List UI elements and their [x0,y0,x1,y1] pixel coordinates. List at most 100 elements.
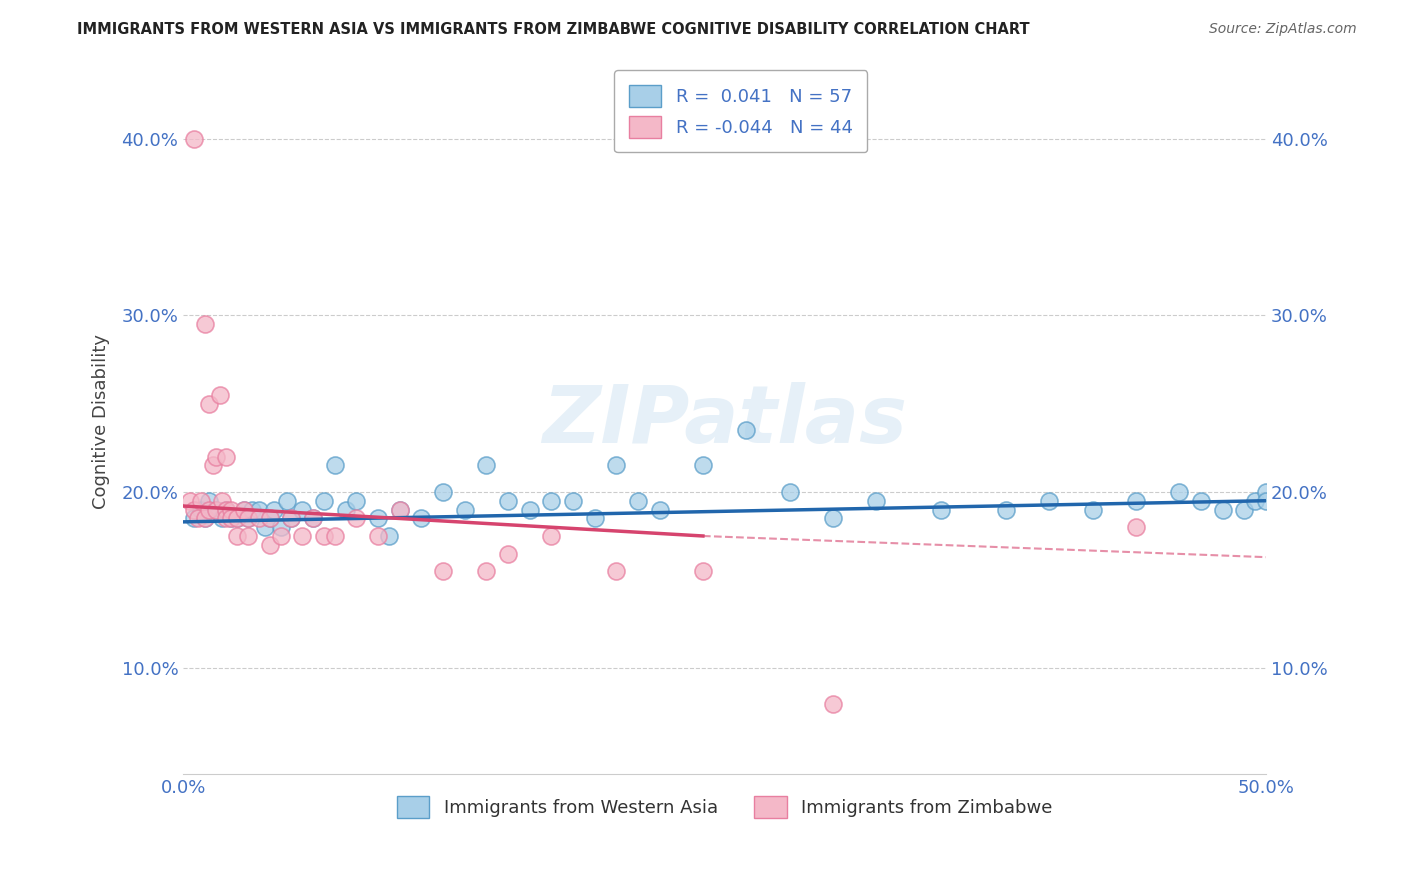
Point [605,564,627,578]
Point [302,511,325,525]
Point [263,502,285,516]
Point [1125,520,1147,534]
Point [202,458,225,473]
Point [1038,493,1060,508]
Point [475,564,498,578]
Point [388,502,411,516]
Text: IMMIGRANTS FROM WESTERN ASIA VS IMMIGRANTS FROM ZIMBABWE COGNITIVE DISABILITY CO: IMMIGRANTS FROM WESTERN ASIA VS IMMIGRAN… [77,22,1031,37]
Point [183,132,205,146]
Point [496,493,519,508]
Point [280,511,302,525]
Point [335,502,357,516]
Point [692,564,714,578]
Point [519,502,541,516]
Point [204,502,226,516]
Point [198,397,221,411]
Point [323,529,346,543]
Point [215,502,238,516]
Point [735,423,758,437]
Point [346,493,368,508]
Point [367,529,389,543]
Point [648,502,671,516]
Point [627,493,650,508]
Point [194,511,217,525]
Point [411,511,433,525]
Point [270,529,292,543]
Point [388,502,411,516]
Point [236,511,259,525]
Point [346,511,368,525]
Point [183,511,205,525]
Point [1244,493,1267,508]
Point [198,493,221,508]
Point [179,493,201,508]
Point [270,520,292,534]
Point [291,502,314,516]
Point [1254,484,1277,499]
Point [254,520,277,534]
Point [190,502,212,516]
Text: Source: ZipAtlas.com: Source: ZipAtlas.com [1209,22,1357,37]
Point [190,493,212,508]
Point [219,511,242,525]
Point [194,511,217,525]
Point [215,450,238,464]
Point [583,511,606,525]
Point [779,484,801,499]
Point [194,318,217,332]
Point [605,458,627,473]
Point [323,458,346,473]
Point [204,450,226,464]
Point [1081,502,1104,516]
Point [378,529,401,543]
Point [312,529,335,543]
Point [692,458,714,473]
Text: ZIPatlas: ZIPatlas [543,383,907,460]
Point [198,502,221,516]
Point [1168,484,1191,499]
Point [208,388,231,402]
Point [1212,502,1234,516]
Point [432,564,454,578]
Point [247,511,270,525]
Point [865,493,887,508]
Point [821,511,844,525]
Point [562,493,585,508]
Legend: Immigrants from Western Asia, Immigrants from Zimbabwe: Immigrants from Western Asia, Immigrants… [389,789,1060,825]
Point [226,529,249,543]
Point [929,502,952,516]
Point [232,502,254,516]
Point [211,511,233,525]
Point [226,511,249,525]
Point [1233,502,1256,516]
Point [236,529,259,543]
Point [496,547,519,561]
Point [276,493,298,508]
Point [259,538,281,552]
Point [219,511,242,525]
Point [259,511,281,525]
Point [1189,493,1212,508]
Point [432,484,454,499]
Point [242,502,264,516]
Point [259,511,281,525]
Point [367,511,389,525]
Point [187,511,209,525]
Point [247,502,270,516]
Point [540,529,562,543]
Point [236,511,259,525]
Point [232,502,254,516]
Point [280,511,302,525]
Point [211,493,233,508]
Y-axis label: Cognitive Disability: Cognitive Disability [93,334,110,508]
Point [302,511,325,525]
Point [995,502,1018,516]
Point [312,493,335,508]
Point [1254,493,1277,508]
Point [204,502,226,516]
Point [215,502,238,516]
Point [291,529,314,543]
Point [183,502,205,516]
Point [1125,493,1147,508]
Point [454,502,477,516]
